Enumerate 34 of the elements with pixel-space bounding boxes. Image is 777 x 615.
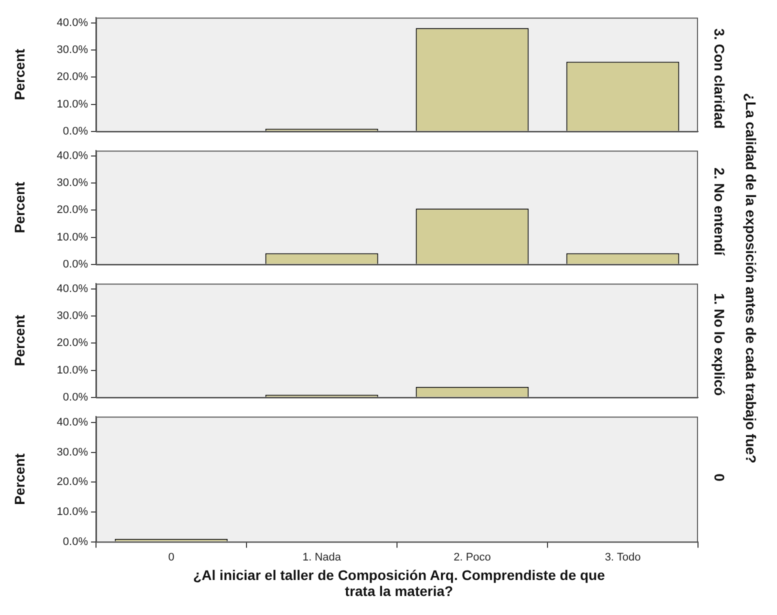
y-tick-label: 40.0%	[56, 17, 88, 30]
y2-axis-title: 2. No entendí	[712, 167, 728, 255]
y-tick-label: 10.0%	[56, 364, 88, 376]
y-axis-title: Percent	[11, 48, 28, 100]
y-tick-label: 40.0%	[56, 150, 88, 162]
y2-axis-title: 1. No lo explicó	[712, 292, 728, 396]
y-tick-label: 30.0%	[56, 44, 88, 56]
x-tick-label: 2. Poco	[454, 551, 491, 564]
y-tick-label: 10.0%	[56, 506, 88, 518]
x-tick-label: 1. Nada	[302, 551, 342, 564]
y2-axis-title: 0	[712, 473, 728, 481]
y-tick-label: 40.0%	[56, 283, 88, 296]
y-tick-label: 20.0%	[56, 71, 88, 84]
text: ¿La calidad de la exposición antes de cada trabajo fue?	[743, 92, 759, 464]
y-axis-title: Percent	[11, 181, 28, 234]
x-tick-label: 3. Todo	[604, 551, 641, 564]
y-tick-label: 30.0%	[56, 446, 88, 458]
x-tick-label: 0	[168, 551, 174, 564]
y-axis-title: Percent	[11, 453, 28, 505]
y-tick-label: 10.0%	[56, 231, 88, 244]
y-tick-label: 30.0%	[56, 177, 88, 190]
y-tick-label: 0.0%	[62, 536, 88, 548]
y-axis-title: Percent	[11, 314, 28, 366]
y-tick-label: 30.0%	[56, 310, 88, 322]
y-tick-label: 0.0%	[62, 258, 88, 270]
y-tick-label: 0.0%	[62, 125, 88, 138]
y-tick-label: 20.0%	[56, 476, 88, 488]
y2-axis-title: 3. Con claridad	[712, 28, 728, 128]
y-tick-label: 20.0%	[56, 337, 88, 350]
y-tick-label: 0.0%	[62, 391, 88, 404]
y-tick-label: 10.0%	[56, 98, 88, 110]
y-tick-label: 40.0%	[56, 416, 88, 429]
x-axis-title: ¿Al iniciar el taller de Composición Arq. Comprendiste de que trata la materia?	[192, 567, 606, 599]
y-tick-label: 20.0%	[56, 204, 88, 216]
